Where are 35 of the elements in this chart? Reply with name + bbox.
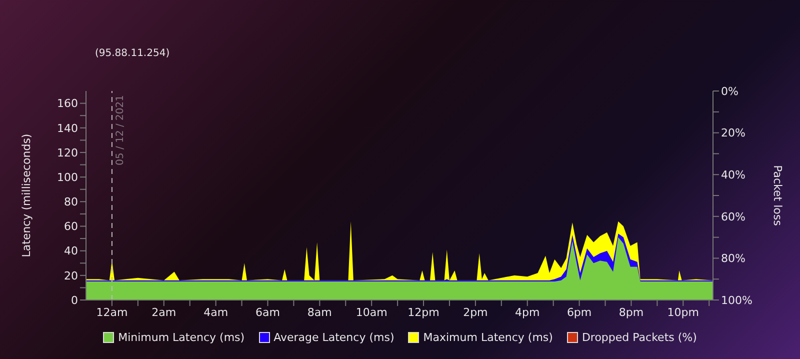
x-tick-label: 10pm — [667, 306, 699, 319]
y2-axis-title: Packet loss — [771, 165, 784, 226]
y2-tick-label: 20% — [721, 126, 746, 140]
y-tick-label: 60 — [64, 220, 78, 234]
y-tick-label: 80 — [64, 196, 78, 209]
y2-tick-label: 100% — [721, 294, 752, 307]
y-tick-label: 40 — [64, 244, 78, 258]
x-tick-label: 8pm — [618, 306, 644, 319]
y-tick-label: 20 — [64, 269, 78, 282]
x-tick-label: 4am — [204, 306, 228, 319]
x-tick-label: 2am — [152, 306, 176, 319]
y-tick-label: 120 — [57, 146, 78, 160]
x-tick-label: 6am — [256, 306, 280, 319]
x-tick-label: 4pm — [515, 306, 540, 319]
x-tick-label: 2pm — [463, 306, 488, 319]
legend-label: Maximum Latency (ms) — [423, 331, 553, 344]
x-tick-label: 10am — [356, 306, 388, 319]
x-tick-label: 8am — [307, 306, 332, 319]
x-tick-label: 12pm — [408, 306, 440, 319]
chart-subtitle: (95.88.11.254) — [95, 48, 170, 59]
y-tick-label: 100 — [57, 170, 78, 184]
y-tick-label: 160 — [57, 97, 78, 110]
y-axis-title: Latency (milliseconds) — [20, 134, 33, 258]
x-tick-label: 12am — [96, 306, 128, 319]
y2-tick-label: 60% — [721, 210, 746, 224]
y2-tick-label: 0% — [721, 84, 738, 98]
ref-line-label: 05 / 12 / 2021 — [114, 95, 126, 166]
legend-label: Average Latency (ms) — [274, 331, 394, 344]
y2-tick-label: 40% — [721, 168, 746, 182]
text: Minimum Latency (ms) — [118, 331, 245, 344]
y2-tick-label: 80% — [721, 252, 746, 266]
legend-label: Dropped Packets (%) — [582, 331, 697, 344]
y-tick-label: 0 — [71, 294, 78, 307]
y-tick-label: 140 — [57, 122, 78, 135]
x-tick-label: 6pm — [566, 306, 592, 319]
